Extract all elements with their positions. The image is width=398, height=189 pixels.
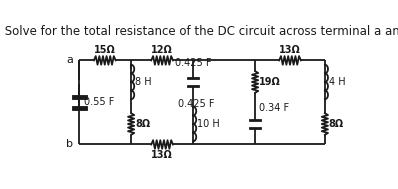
Text: 15Ω: 15Ω: [94, 45, 116, 55]
Text: 8 H: 8 H: [135, 77, 152, 87]
Text: 8Ω: 8Ω: [135, 119, 150, 129]
Text: b: b: [66, 139, 73, 149]
Text: 0.425 F: 0.425 F: [175, 58, 211, 68]
Text: 4 H: 4 H: [329, 77, 345, 87]
Text: 8Ω: 8Ω: [329, 119, 344, 129]
Text: 0.55 F: 0.55 F: [84, 98, 114, 108]
Text: 13Ω: 13Ω: [279, 45, 301, 55]
Text: 0.34 F: 0.34 F: [259, 103, 289, 113]
Text: 10 H: 10 H: [197, 119, 220, 129]
Text: 0.425 F: 0.425 F: [178, 98, 214, 108]
Text: a: a: [66, 55, 73, 65]
Text: 19Ω: 19Ω: [259, 77, 281, 87]
Text: 2.  Solve for the total resistance of the DC circuit across terminal a and b.: 2. Solve for the total resistance of the…: [0, 25, 398, 38]
Text: 13Ω: 13Ω: [151, 149, 173, 160]
Text: 12Ω: 12Ω: [151, 45, 173, 55]
